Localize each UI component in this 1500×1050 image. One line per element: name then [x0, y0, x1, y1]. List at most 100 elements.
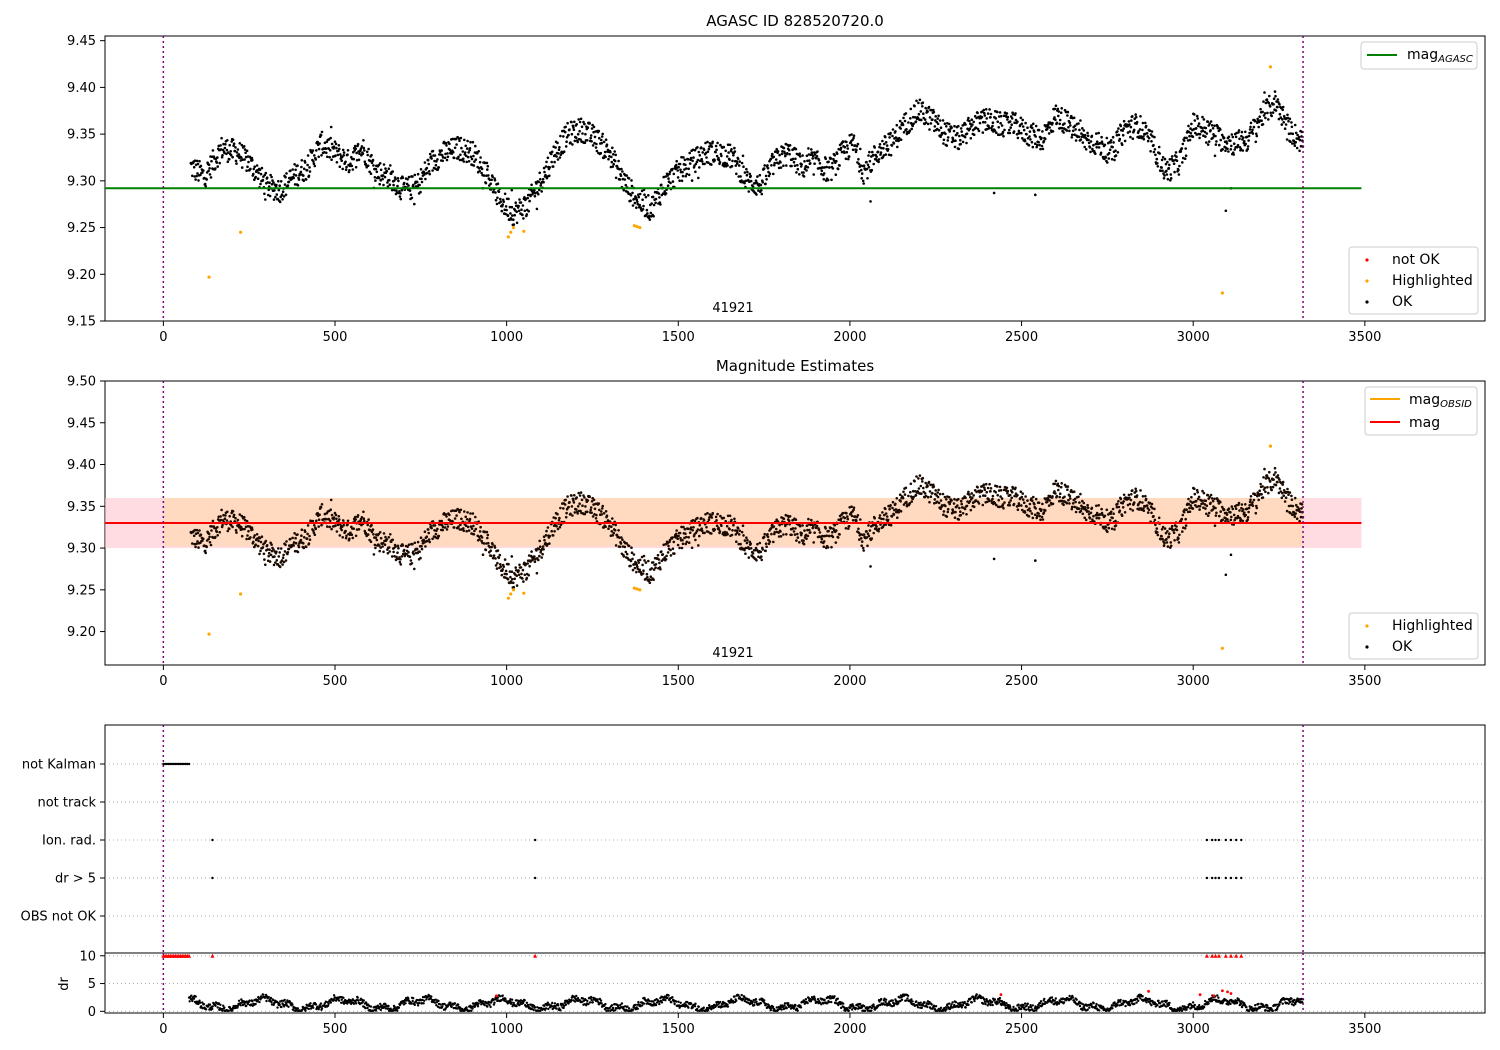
ok-point: [588, 122, 591, 125]
ok-point: [1239, 147, 1243, 151]
ok-point: [847, 157, 850, 161]
ok-point: [353, 144, 357, 148]
ok-point: [1021, 118, 1024, 122]
ok-point: [862, 549, 865, 552]
ok-point: [1246, 147, 1249, 151]
ok-point: [232, 142, 236, 145]
ok-point: [1166, 160, 1169, 164]
ok-point: [817, 528, 821, 531]
ok-point: [215, 161, 219, 164]
ok-point: [834, 541, 838, 544]
ok-point: [317, 525, 321, 528]
ok-point: [923, 492, 927, 495]
ok-point: [766, 166, 770, 170]
ok-point: [485, 530, 489, 534]
flag-point: [533, 876, 537, 880]
ok-point: [496, 561, 499, 565]
ok-point: [944, 504, 947, 508]
ok-point: [1184, 154, 1188, 157]
ok-point: [579, 491, 583, 494]
ok-point: [999, 121, 1002, 125]
ok-point: [970, 492, 974, 495]
ok-point: [1238, 509, 1241, 512]
ok-point: [371, 528, 375, 531]
ok-point: [698, 166, 701, 169]
ok-point: [621, 170, 624, 173]
ok-point: [464, 515, 468, 519]
ok-point: [875, 525, 878, 528]
ok-point: [342, 154, 346, 157]
ok-point: [946, 139, 950, 142]
ok-point: [1200, 499, 1204, 503]
ok-point: [299, 538, 303, 542]
ok-point: [939, 499, 943, 502]
highlighted-point: [638, 588, 642, 592]
ok-point: [859, 147, 862, 151]
ok-point: [1016, 493, 1019, 497]
ok-point: [619, 174, 623, 177]
ok-point: [259, 182, 262, 186]
ok-point: [730, 518, 733, 522]
ok-point: [264, 198, 267, 201]
ok-point: [850, 514, 854, 518]
ok-point: [877, 527, 881, 531]
ok-point: [324, 147, 328, 150]
ok-point: [1274, 471, 1277, 474]
dr-point: [221, 1009, 224, 1012]
ok-point: [467, 160, 471, 163]
ok-point: [553, 530, 556, 533]
ok-point: [1032, 495, 1035, 499]
ok-point: [669, 181, 672, 185]
ok-point: [1014, 486, 1017, 490]
ok-point: [1094, 142, 1098, 146]
ok-point: [641, 198, 644, 201]
ok-point: [726, 532, 729, 536]
ok-point: [558, 156, 562, 159]
ok-point: [919, 484, 923, 488]
ok-point: [1117, 127, 1120, 130]
ok-point: [683, 158, 687, 162]
ok-point: [1128, 496, 1131, 500]
ok-point: [1164, 162, 1168, 166]
ok-point: [1072, 116, 1076, 120]
ok-point: [649, 211, 653, 215]
ok-point: [749, 179, 753, 183]
ok-point: [784, 154, 787, 158]
ok-point: [351, 536, 355, 540]
ok-point: [1060, 107, 1063, 110]
ok-point: [311, 519, 315, 523]
ok-point: [924, 106, 927, 110]
ok-point: [388, 546, 391, 549]
ok-point: [959, 142, 962, 146]
ok-point: [1201, 129, 1205, 132]
ok-point: [555, 155, 558, 158]
ok-point: [1293, 123, 1297, 127]
ok-point: [968, 127, 972, 130]
dr-point: [204, 1008, 208, 1011]
ok-point: [356, 514, 360, 517]
ok-point: [269, 553, 273, 557]
ok-point: [513, 577, 516, 581]
dr-point: [270, 1000, 273, 1004]
ok-point: [336, 523, 340, 527]
ok-point: [845, 140, 848, 144]
ok-point: [203, 549, 207, 553]
ok-point: [846, 144, 849, 147]
ok-point: [1121, 133, 1125, 137]
ok-point: [847, 525, 851, 528]
ok-point: [431, 169, 434, 172]
ok-point: [1168, 158, 1172, 161]
ok-point: [241, 527, 244, 531]
ok-point: [952, 502, 956, 505]
ok-point: [541, 177, 545, 181]
ok-point: [521, 204, 525, 207]
ok-point: [497, 556, 501, 560]
ok-point: [777, 535, 781, 538]
ok-point: [468, 517, 472, 521]
ok-point: [1121, 506, 1125, 509]
ok-point: [631, 557, 634, 561]
ok-point: [371, 158, 375, 162]
flag-point: [1234, 876, 1238, 880]
ok-point: [1107, 151, 1111, 155]
ok-point: [598, 136, 601, 140]
